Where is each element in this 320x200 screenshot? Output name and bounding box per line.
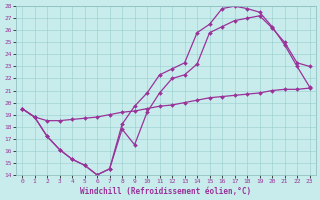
X-axis label: Windchill (Refroidissement éolien,°C): Windchill (Refroidissement éolien,°C) [80,187,252,196]
